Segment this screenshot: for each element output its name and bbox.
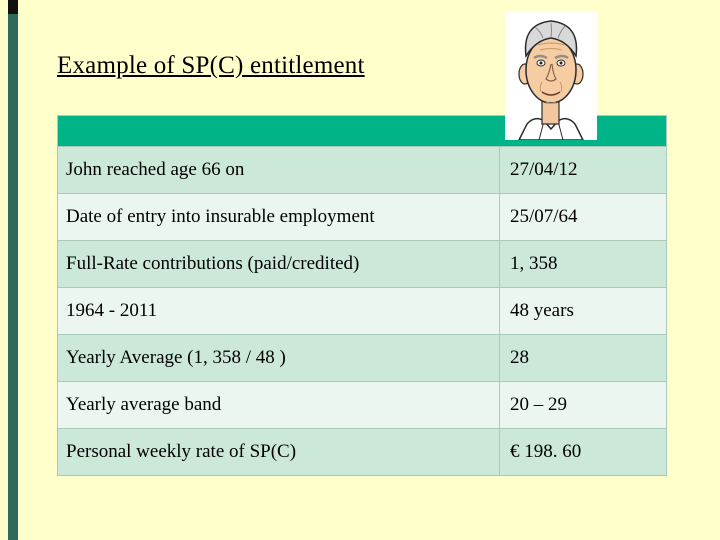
row-value: 25/07/64	[510, 206, 578, 227]
row-label: John reached age 66 on	[58, 147, 500, 193]
table-row: Full-Rate contributions (paid/credited) …	[58, 241, 666, 288]
left-accent-bar	[8, 14, 18, 540]
left-accent-bar-top	[8, 0, 18, 14]
old-man-illustration	[505, 12, 597, 140]
row-label: Personal weekly rate of SP(C)	[58, 429, 500, 475]
row-value: € 198. 60	[510, 441, 582, 462]
row-label: Date of entry into insurable employment	[58, 194, 500, 240]
row-value: 28	[510, 347, 529, 368]
row-value: 27/04/12	[510, 159, 578, 180]
table-row: Personal weekly rate of SP(C) € 198. 60	[58, 429, 666, 476]
table-row: John reached age 66 on 27/04/12	[58, 147, 666, 194]
row-value: 1, 358	[510, 253, 558, 274]
row-label: 1964 - 2011	[58, 288, 500, 334]
entitlement-table: John reached age 66 on 27/04/12 Date of …	[57, 115, 667, 476]
old-man-cartoon-svg	[505, 12, 597, 140]
row-label: Yearly average band	[58, 382, 500, 428]
row-value: 20 – 29	[510, 394, 567, 415]
table-row: Date of entry into insurable employment …	[58, 194, 666, 241]
slide-title: Example of SP(C) entitlement	[57, 52, 365, 79]
row-value: 48 years	[510, 300, 574, 321]
table-row: 1964 - 2011 48 years	[58, 288, 666, 335]
row-label: Full-Rate contributions (paid/credited)	[58, 241, 500, 287]
table-row: Yearly Average (1, 358 / 48 ) 28	[58, 335, 666, 382]
row-label: Yearly Average (1, 358 / 48 )	[58, 335, 500, 381]
table-row: Yearly average band 20 – 29	[58, 382, 666, 429]
